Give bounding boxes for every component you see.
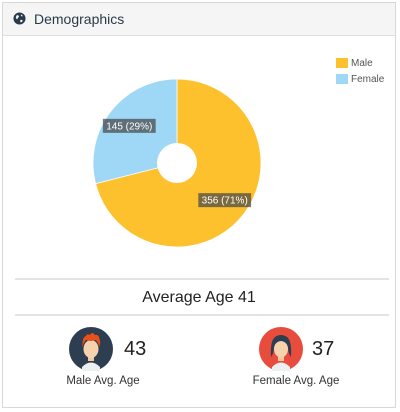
male-avg-age-label: Male Avg. Age — [66, 375, 140, 387]
legend-label-female: Female — [351, 73, 385, 85]
card-header: Demographics — [3, 3, 395, 36]
male-avg-age-value: 43 — [124, 338, 147, 360]
female-avatar-icon — [259, 327, 303, 371]
legend-item-male[interactable]: Male — [336, 55, 384, 71]
chart-legend: Male Female — [336, 55, 384, 87]
legend-label-male: Male — [351, 57, 373, 69]
legend-swatch-female — [336, 74, 348, 84]
legend-swatch-male — [336, 58, 348, 68]
svg-text:356 (71%): 356 (71%) — [202, 196, 248, 207]
data-label-male: 356 (71%) — [198, 193, 252, 208]
svg-text:145 (29%): 145 (29%) — [106, 121, 152, 132]
divider-top — [15, 278, 389, 280]
legend-item-female[interactable]: Female — [336, 71, 384, 87]
data-label-female: 145 (29%) — [102, 118, 156, 133]
average-age: Average Age 41 — [142, 289, 256, 306]
donut-hole — [157, 143, 197, 183]
card-title: Demographics — [34, 11, 125, 27]
male-avatar-icon — [69, 327, 113, 371]
demographics-pie-chart: 356 (71%) 145 (29%) — [92, 78, 262, 248]
globe-icon — [13, 12, 26, 25]
demographics-card: Demographics 356 (71%) 145 (29%) Male Fem… — [2, 2, 396, 408]
female-avg-age-label: Female Avg. Age — [252, 375, 340, 387]
divider-bottom — [15, 314, 389, 316]
female-avg-age-value: 37 — [312, 338, 335, 360]
